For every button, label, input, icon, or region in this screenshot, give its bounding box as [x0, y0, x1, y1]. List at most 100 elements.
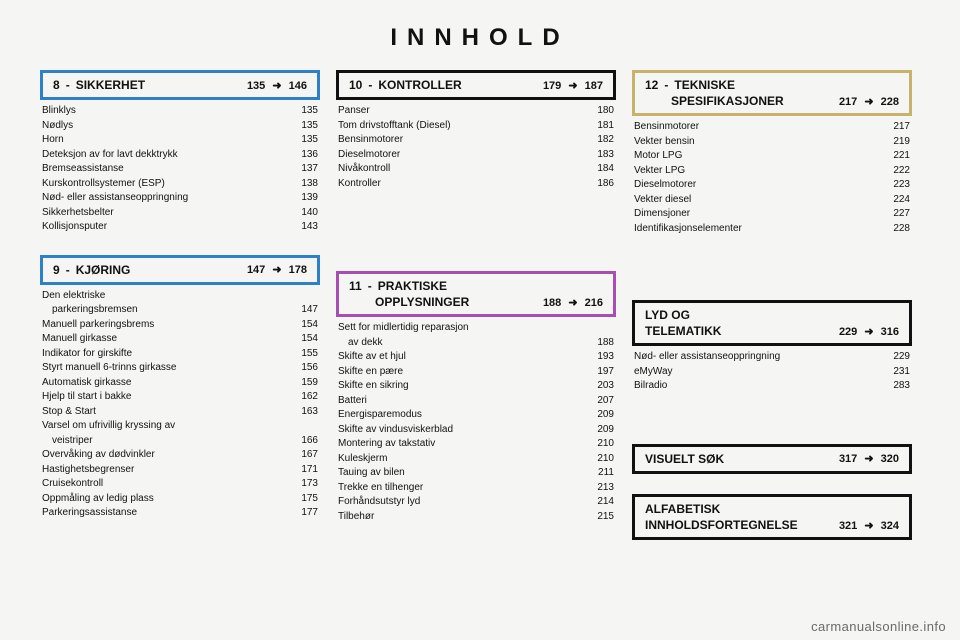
list-item: Sett for midlertidig reparasjon [338, 321, 614, 336]
list-item: Styrt manuell 6-trinns girkasse156 [42, 361, 318, 376]
section-title-line1: TEKNISKE [674, 78, 735, 92]
list-item-label: Bremseassistanse [42, 162, 282, 177]
list-item-page: 181 [586, 119, 614, 134]
section-title-line2: OPPLYSNINGER [349, 295, 469, 309]
list-item-label: Tom drivstofftank (Diesel) [338, 119, 578, 134]
list-item-page: 143 [290, 220, 318, 235]
list-item-label: Nødlys [42, 119, 282, 134]
page-range: 321 ➜ 324 [839, 519, 899, 532]
list-item-page: 184 [586, 162, 614, 177]
list-item: Den elektriske [42, 289, 318, 304]
column-2: 10 - KONTROLLER 179 ➜ 187 Panser180Tom d… [336, 70, 616, 540]
list-item-page: 183 [586, 148, 614, 163]
section-11: 11 - PRAKTISKE OPPLYSNINGER 188 ➜ 216 Se… [336, 271, 616, 524]
list-item-page: 217 [882, 120, 910, 135]
list-item-page: 140 [290, 206, 318, 221]
list-item-page: 135 [290, 133, 318, 148]
page-range: 188 ➜ 216 [543, 296, 603, 309]
section-11-header: 11 - PRAKTISKE OPPLYSNINGER 188 ➜ 216 [336, 271, 616, 317]
section-12-header: 12 - TEKNISKE SPESIFIKASJONER 217 ➜ 228 [632, 70, 912, 116]
list-item-page: 159 [290, 376, 318, 391]
list-item-label: Automatisk girkasse [42, 376, 282, 391]
list-item: Indikator for girskifte155 [42, 347, 318, 362]
section-title-line1: PRAKTISKE [378, 279, 447, 293]
list-item: Deteksjon av for lavt dekktrykk136 [42, 148, 318, 163]
list-item-label: Skifte en sikring [338, 379, 578, 394]
list-item-label: Kontroller [338, 177, 578, 192]
section-title-line2: TELEMATIKK [645, 324, 721, 338]
list-item-page: 136 [290, 148, 318, 163]
section-visual-search: VISUELT SØK 317 ➜ 320 [632, 444, 912, 474]
list-item-page: 231 [882, 365, 910, 380]
list-item: Hastighetsbegrenser171 [42, 463, 318, 478]
section-title: SIKKERHET [76, 78, 145, 92]
list-item-label: Kollisjonsputer [42, 220, 282, 235]
list-item-label: Dieselmotorer [338, 148, 578, 163]
list-item-label: Skifte en pære [338, 365, 578, 380]
arrow-icon: ➜ [860, 520, 877, 532]
list-item-label: Skifte av vindusviskerblad [338, 423, 578, 438]
list-item-label: Vekter diesel [634, 193, 874, 208]
list-item: Parkeringsassistanse177 [42, 506, 318, 521]
page-range: 179 ➜ 187 [543, 79, 603, 92]
list-item-page: 186 [586, 177, 614, 192]
section-8-list: Blinklys135Nødlys135Horn135Deteksjon av … [40, 100, 320, 235]
list-item-label: Sikkerhetsbelter [42, 206, 282, 221]
section-audio-header: LYD OG TELEMATIKK 229 ➜ 316 [632, 300, 912, 346]
list-item: Vekter bensin219 [634, 135, 910, 150]
arrow-icon: ➜ [860, 96, 877, 108]
list-item-label: Nød- eller assistanseoppringning [634, 350, 874, 365]
page-range: 135 ➜ 146 [247, 79, 307, 92]
list-item-page: 213 [586, 481, 614, 496]
list-item-page: 137 [290, 162, 318, 177]
list-item: Horn 135 [42, 133, 318, 148]
list-item-page: 135 [290, 104, 318, 119]
list-item-page: 138 [290, 177, 318, 192]
list-item-label: Kurskontrollsystemer (ESP) [42, 177, 282, 192]
list-item: Kollisjonsputer 143 [42, 220, 318, 235]
list-item: Identifikasjonselementer228 [634, 222, 910, 237]
list-item: Vekter LPG222 [634, 164, 910, 179]
list-item-label: Trekke en tilhenger [338, 481, 578, 496]
list-item-label: Hjelp til start i bakke [42, 390, 282, 405]
list-item-page: 197 [586, 365, 614, 380]
list-item-label: Den elektriske [42, 289, 282, 304]
list-item-label: Manuell parkeringsbrems [42, 318, 282, 333]
arrow-icon: ➜ [564, 80, 581, 92]
column-1: 8 - SIKKERHET 135 ➜ 146 Blinklys135Nødly… [40, 70, 320, 540]
section-title-line2: INNHOLDSFORTEGNELSE [645, 518, 798, 532]
list-item-label: Horn [42, 133, 282, 148]
list-item: Skifte av vindusviskerblad209 [338, 423, 614, 438]
list-item: Motor LPG221 [634, 149, 910, 164]
list-item: Skifte av et hjul193 [338, 350, 614, 365]
section-index: ALFABETISK INNHOLDSFORTEGNELSE 321 ➜ 324 [632, 494, 912, 540]
list-item-label: Motor LPG [634, 149, 874, 164]
section-11-list: Sett for midlertidig reparasjonav dekk18… [336, 317, 616, 524]
section-9-header: 9 - KJØRING 147 ➜ 178 [40, 255, 320, 285]
page-range: 147 ➜ 178 [247, 263, 307, 276]
list-item: Tauing av bilen211 [338, 466, 614, 481]
list-item: Batteri207 [338, 394, 614, 409]
list-item: Sikkerhetsbelter 140 [42, 206, 318, 221]
list-item-label: Manuell girkasse [42, 332, 282, 347]
list-item-page: 223 [882, 178, 910, 193]
list-item-page: 203 [586, 379, 614, 394]
list-item-label: Hastighetsbegrenser [42, 463, 282, 478]
list-item: Dieselmotorer223 [634, 178, 910, 193]
section-title-line1: ALFABETISK [645, 502, 899, 516]
list-item-page [586, 321, 614, 336]
column-3: 12 - TEKNISKE SPESIFIKASJONER 217 ➜ 228 … [632, 70, 912, 540]
list-item-page: 156 [290, 361, 318, 376]
list-item-page: 180 [586, 104, 614, 119]
list-item-page: 155 [290, 347, 318, 362]
list-item: Nød- eller assistanseoppringning139 [42, 191, 318, 206]
list-item: Manuell parkeringsbrems154 [42, 318, 318, 333]
list-item-page: 167 [290, 448, 318, 463]
section-audio: LYD OG TELEMATIKK 229 ➜ 316 Nød- eller a… [632, 300, 912, 394]
list-item-page: 224 [882, 193, 910, 208]
list-item-label: Panser [338, 104, 578, 119]
list-item: Bensinmotorer217 [634, 120, 910, 135]
arrow-icon: ➜ [268, 80, 285, 92]
list-item: Tom drivstofftank (Diesel) 181 [338, 119, 614, 134]
list-item-label: Sett for midlertidig reparasjon [338, 321, 578, 336]
